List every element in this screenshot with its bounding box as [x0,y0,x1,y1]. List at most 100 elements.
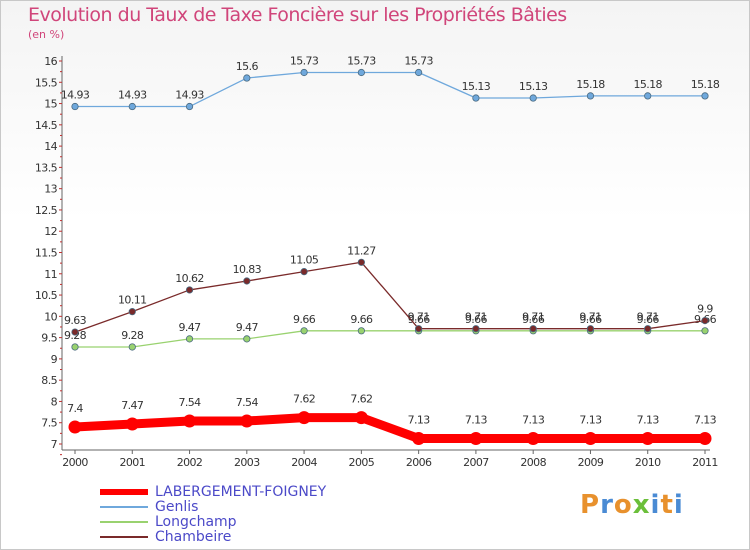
data-label: 9.47 [236,321,259,334]
y-tick-label: 14.5 [35,119,58,132]
data-point [185,335,194,343]
data-label: 7.62 [350,393,372,406]
proxiti-logo: Proxiti [580,490,684,520]
data-label: 7.4 [67,402,83,415]
data-point [526,431,540,445]
data-point [644,92,652,100]
y-tick-label: 10 [44,310,57,323]
data-label: 9.47 [178,321,201,334]
data-point [701,92,709,100]
legend-label-labergement: LABERGEMENT-FOIGNEY [155,484,327,500]
data-label: 15.18 [576,78,605,91]
data-label: 7.54 [178,396,201,409]
chart-title: Evolution du Taux de Taxe Foncière sur l… [28,4,567,26]
data-label: 9.71 [637,311,659,324]
x-tick-label: 2000 [62,456,88,469]
legend-label-chambeire: Chambeire [155,529,232,545]
data-point [472,325,480,333]
y-tick-label: 7 [51,438,58,451]
data-label: 9.9 [697,303,713,316]
data-point [472,94,480,102]
y-tick-label: 15.5 [35,76,58,89]
data-label: 11.27 [347,244,376,257]
series-longchamp: 9.289.289.479.479.669.669.669.669.669.66… [64,313,717,351]
data-point [128,308,136,316]
data-point [354,411,368,425]
y-tick-label: 8.5 [41,374,57,387]
x-tick-label: 2004 [291,456,317,469]
series-line [74,261,706,333]
y-tick-label: 15 [44,98,57,111]
data-label: 10.11 [118,294,147,307]
x-tick-label: 2002 [177,456,203,469]
data-point [698,431,712,445]
data-label: 7.13 [408,413,431,426]
data-point [357,68,365,77]
data-label: 9.66 [465,313,488,326]
data-label: 9.66 [637,313,660,326]
data-point [529,325,537,333]
series-line [74,413,705,443]
data-label: 9.71 [465,311,487,324]
data-point [71,328,79,336]
x-tick-label: 2005 [349,456,375,469]
data-label: 9.66 [579,313,602,326]
y-tick-label: 9 [51,353,58,366]
data-point [412,431,426,445]
y-tick-label: 12.5 [35,204,58,217]
data-point [185,102,194,111]
data-label: 11.05 [290,254,319,267]
logo-letter: P [580,490,601,520]
series-labergement-foigney: 7.4 7.47 7.54 7.54 7.62 7.62 7.13 7.13 7.13 7.13 7… [67,393,717,445]
data-label: 10.62 [175,272,204,285]
x-tick-label: 2001 [119,456,145,469]
data-label: 9.28 [121,329,144,342]
data-label: 15.18 [691,78,720,91]
data-label: 15.13 [519,80,548,93]
data-point [300,268,308,276]
data-point [300,327,308,335]
data-point [71,102,79,111]
data-label: 15.6 [236,60,259,73]
data-label: 9.71 [579,311,601,324]
data-point [586,92,595,100]
logo-letter: t [660,490,674,520]
data-point [297,411,311,425]
series-line [75,71,705,108]
data-point [529,94,537,102]
data-label: 10.83 [233,263,262,276]
data-label: 7.47 [121,399,144,412]
data-point [583,431,597,445]
y-tick-label: 14 [44,140,57,153]
legend-label-longchamp: Longchamp [155,514,237,530]
data-label: 14.93 [118,89,147,102]
series-genlis: 14.93 14.93 14.93 15.6 15.73 15.73 15.73 15.13 1… [61,54,720,111]
x-tick-label: 2006 [406,456,432,469]
data-point [243,277,251,285]
data-label: 7.13 [579,413,602,426]
logo-letter: i [673,490,684,520]
data-point [128,343,136,351]
data-point [586,325,595,333]
data-label: 7.62 [293,393,315,406]
data-label: 15.13 [462,80,491,93]
data-point [300,68,308,77]
data-label: 15.73 [404,54,433,67]
data-label: 7.13 [694,413,717,426]
data-point [185,286,194,294]
data-point [71,343,79,351]
y-tick-label: 11 [44,268,57,281]
logo-letter: i [650,490,661,520]
y-tick-label: 10.5 [35,289,58,302]
data-point [701,316,709,325]
data-point [469,431,483,445]
data-label: 7.54 [236,396,259,409]
x-tick-label: 2007 [463,456,489,469]
data-point [357,327,365,335]
y-axis-label: (en %) [28,28,65,41]
data-label: 15.73 [347,54,376,67]
data-point [641,431,655,445]
series-chambeire: 9.63 10.11 10.62 10.83 11.05 11.27 9.71 9.71 9.7… [64,244,714,336]
data-label: 9.66 [522,313,545,326]
